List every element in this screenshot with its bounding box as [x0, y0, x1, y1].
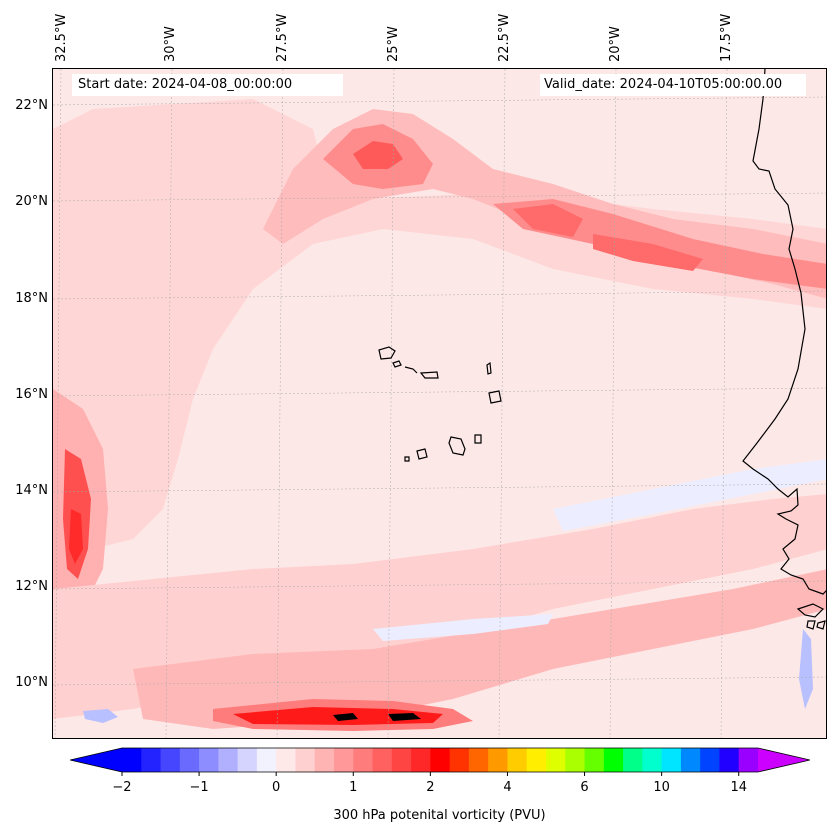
colorbar-tick-label: −1 — [189, 780, 209, 795]
pv-negative-blob-sw — [83, 709, 118, 723]
island-sao-vicente — [392, 360, 402, 368]
colorbar-tick-label: 2 — [426, 780, 435, 795]
island-fogo — [416, 448, 428, 460]
colorbar-segment — [507, 748, 528, 772]
pv-band-south-max-2 — [388, 713, 421, 721]
pv-negative-streak-east — [553, 459, 826, 531]
lon-label-25w: 25°W — [386, 26, 401, 62]
island-santa-luzia — [419, 371, 439, 379]
colorbar-segment — [738, 748, 759, 772]
lat-label-20n: 20°N — [15, 194, 48, 209]
colorbar-tick-label: 1 — [349, 780, 358, 795]
colorbar-tick-label: 10 — [653, 780, 670, 795]
africa-coastline — [742, 69, 826, 595]
gambia-coast — [796, 603, 825, 618]
lat-label-18n: 18°N — [15, 291, 48, 306]
lon-label-22-5w: 22.5°W — [497, 13, 512, 62]
colorbar-tick-label: −2 — [112, 780, 132, 795]
colorbar-segment — [526, 748, 547, 772]
colorbar-segment — [334, 748, 354, 772]
colorbar-segment — [719, 748, 740, 772]
colorbar-segment — [353, 748, 374, 772]
pv-filament-west-peak — [69, 509, 83, 564]
colorbar-tick-label: 14 — [730, 780, 747, 795]
lat-label-10n: 10°N — [15, 675, 48, 690]
colorbar-segment — [680, 748, 701, 772]
island-sao-nicolau — [404, 366, 418, 374]
island-maio — [474, 434, 482, 444]
colorbar — [70, 747, 810, 776]
lon-label-20w: 20°W — [608, 26, 623, 62]
pv-band-east-jet-core — [513, 204, 583, 237]
colorbar-segment — [642, 748, 663, 772]
pv-band-east-jet-core-2 — [593, 234, 703, 271]
start-date-label: Start date: 2024-04-08_00:00:00 — [72, 74, 343, 96]
pv-band-south-max-1 — [333, 713, 358, 721]
lat-label-16n: 16°N — [15, 387, 48, 402]
cape-verde-islands — [378, 346, 502, 462]
pv-band-north-peak — [353, 141, 403, 169]
lat-label-14n: 14°N — [15, 483, 48, 498]
pv-contour-map — [53, 69, 826, 738]
colorbar-segment — [468, 748, 489, 772]
island-sal — [486, 361, 492, 375]
colorbar-segment — [276, 748, 296, 772]
colorbar-extend-high — [758, 748, 810, 772]
colorbar-segment — [160, 748, 181, 772]
colorbar-segment — [256, 748, 277, 772]
colorbar-segment — [430, 748, 451, 772]
colorbar-tick-label: 4 — [503, 780, 512, 795]
lat-label-22n: 22°N — [15, 98, 48, 113]
colorbar-segment — [179, 748, 200, 772]
colorbar-title: 300 hPa potenital vorticity (PVU) — [333, 808, 546, 823]
colorbar-segment — [623, 748, 643, 772]
lon-label-27-5w: 27.5°W — [275, 13, 290, 62]
colorbar-segment — [661, 748, 682, 772]
colorbar-segment — [372, 748, 393, 772]
lon-label-17-5w: 17.5°W — [719, 13, 734, 62]
island-santiago — [448, 436, 466, 456]
pv-negative-blob-se — [799, 629, 813, 709]
colorbar-segment — [584, 748, 605, 772]
bissagos-islands — [806, 620, 826, 630]
colorbar-segment — [449, 748, 470, 772]
colorbar-segment — [391, 748, 412, 772]
colorbar-segment — [546, 748, 566, 772]
colorbar-segment — [218, 748, 239, 772]
graticule — [53, 69, 826, 738]
colorbar-segment — [488, 748, 508, 772]
colorbar-extend-low — [70, 748, 122, 772]
island-brava — [404, 456, 410, 462]
pv-negative-streak-south — [373, 614, 553, 641]
colorbar-segment — [295, 748, 316, 772]
colorbar-segment — [141, 748, 162, 772]
colorbar-segment — [700, 748, 720, 772]
colorbar-tick-label: 6 — [580, 780, 589, 795]
lon-label-32-5w: 32.5°W — [54, 13, 69, 62]
lat-label-12n: 12°N — [15, 579, 48, 594]
island-santo-antao — [378, 346, 396, 360]
colorbar-segment — [565, 748, 586, 772]
lon-label-30w: 30°W — [163, 26, 178, 62]
pv-band-south-inner — [133, 569, 826, 729]
colorbar-segment — [603, 748, 624, 772]
colorbar-segment — [237, 748, 258, 772]
valid-date-label: Valid_date: 2024-04-10T05:00:00.00 — [540, 74, 806, 96]
island-boa-vista — [488, 390, 502, 404]
colorbar-segment — [122, 748, 142, 772]
map-plot-area — [52, 68, 827, 739]
colorbar-segment — [199, 748, 219, 772]
colorbar-tick-label: 0 — [272, 780, 281, 795]
colorbar-segment — [411, 748, 431, 772]
colorbar-segment — [314, 748, 335, 772]
